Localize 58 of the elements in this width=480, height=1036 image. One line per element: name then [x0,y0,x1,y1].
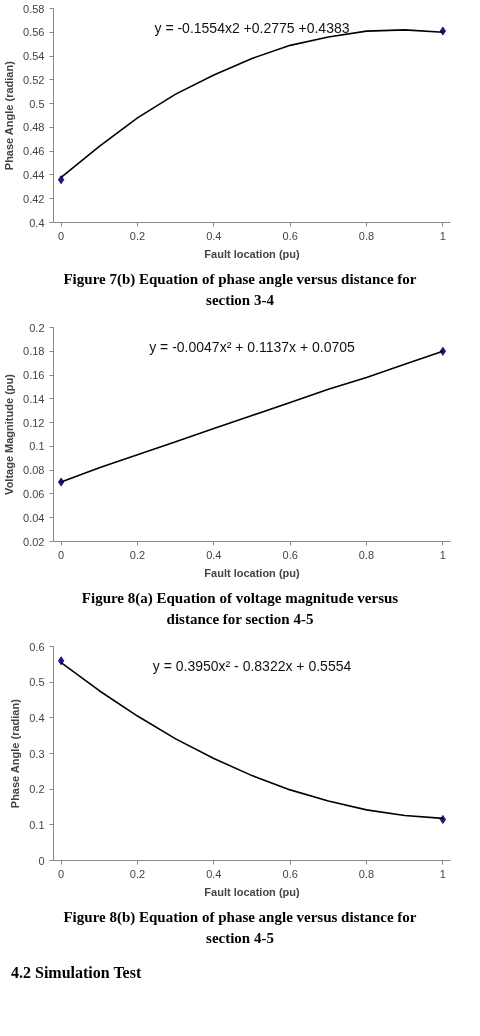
x-tick-label: 0.8 [358,867,375,880]
x-tick-label: 1 [439,548,446,561]
x-tick-label: 1 [439,867,446,880]
y-tick-label: 0.02 [23,535,45,548]
x-tick-label: 1 [439,229,446,242]
y-tick-label: 0.54 [23,50,45,63]
x-tick-label: 0 [58,867,65,880]
y-tick-label: 0.18 [23,345,45,358]
x-axis-title: Fault location (pu) [204,247,300,260]
y-tick-label: 0.56 [23,26,45,39]
caption: Figure 8(b) Equation of phase angle versus distance for section 4-5 [62,907,418,949]
annotation: y = 0.3950x² - 0.8322x + 0.5554 [152,657,352,674]
x-tick-label: 0.4 [206,867,222,880]
x-tick-label: 0.6 [282,229,298,242]
x-tick-label: 0.8 [358,548,375,561]
y-tick-label: 0.3 [29,747,45,760]
x-tick-label: 0.2 [129,548,146,561]
y-tick-label: 0.08 [23,464,45,477]
caption: Figure 7(b) Equation of phase angle versus distance for section 3-4 [62,270,418,311]
y-tick-label: 0.46 [23,145,45,158]
y-tick-label: 0.6 [29,640,45,653]
y-tick-label: 0.2 [29,782,45,795]
x-tick-label: 0.8 [358,229,375,242]
y-tick-label: 0.1 [29,818,45,831]
y-tick-label: 0.4 [29,711,45,724]
x-tick-label: 0.4 [206,229,222,242]
y-axis-title: Phase Angle (radian) [3,60,16,171]
y-tick-label: 0.5 [29,97,45,110]
x-axis-title: Fault location (pu) [204,566,300,579]
x-tick-label: 0.2 [129,229,146,242]
y-tick-label: 0.06 [23,487,45,500]
annotation: y = -0.0047x² + 0.1137x + 0.0705 [149,338,356,355]
y-tick-label: 0.1 [29,440,45,453]
x-tick-label: 0.6 [282,867,298,880]
y-tick-label: 0 [38,854,45,867]
x-tick-label: 0.4 [206,548,222,561]
y-tick-label: 0.44 [23,168,45,181]
y-tick-label: 0.5 [29,675,45,688]
y-tick-label: 0.04 [23,511,45,524]
caption: Figure 8(a) Equation of voltage magnitude versus distance for section 4-5 [80,588,400,630]
x-tick-label: 0.2 [129,867,146,880]
y-tick-label: 0.2 [29,321,45,334]
x-axis-title: Fault location (pu) [204,885,300,898]
x-tick-label: 0 [58,229,65,242]
y-tick-label: 0.4 [29,216,45,229]
text: 4.2 Simulation Test [11,962,142,983]
x-tick-label: 0 [58,548,65,561]
y-tick-label: 0.48 [23,121,45,134]
x-tick-label: 0.6 [282,548,298,561]
annotation: y = -0.1554x2 +0.2775 +0.4383 [154,19,350,36]
y-axis-title: Voltage Magnitude (pu) [3,373,16,495]
y-tick-label: 0.42 [23,192,45,205]
y-tick-label: 0.14 [23,392,45,405]
y-tick-label: 0.16 [23,368,45,381]
y-tick-label: 0.12 [23,416,45,429]
y-axis-title: Phase Angle (radian) [9,698,22,808]
y-tick-label: 0.58 [23,2,45,15]
y-tick-label: 0.52 [23,73,45,86]
